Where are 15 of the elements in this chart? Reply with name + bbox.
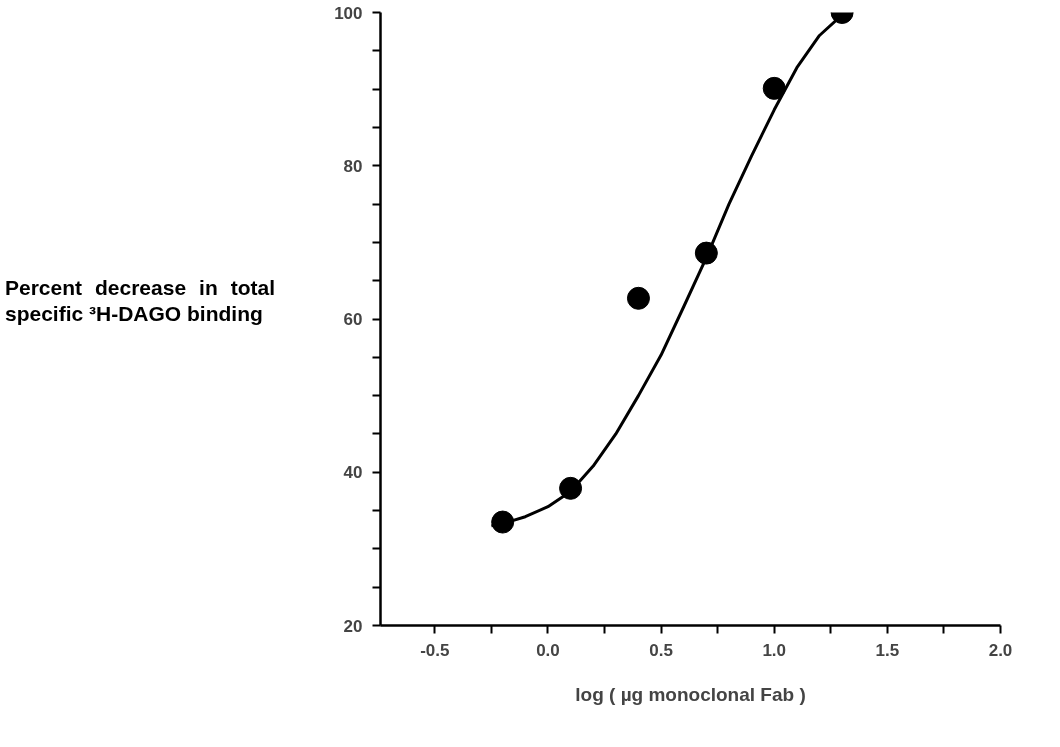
y-tick-label: 100 (334, 3, 363, 23)
y-tick-label: 60 (343, 310, 363, 329)
y-tick-label: 80 (343, 156, 363, 176)
x-tick-label: 0.0 (536, 640, 560, 660)
y-tick-label: 40 (343, 463, 363, 483)
x-tick-label: 1.0 (762, 640, 787, 660)
point (626, 286, 650, 310)
x-tick-label: 0.5 (649, 640, 673, 660)
x-tick-label: -0.5 (420, 640, 450, 660)
x-tick-label: 2.0 (988, 640, 1013, 660)
point (762, 76, 786, 100)
x-axis-title: log ( µg monoclonal Fab ) (575, 683, 806, 705)
y-axis-title: Percent decrease in total specific ³H-DAGO binding (5, 275, 275, 328)
x-tick-label: 1.5 (875, 640, 900, 660)
y-tick-label: 20 (343, 616, 363, 636)
